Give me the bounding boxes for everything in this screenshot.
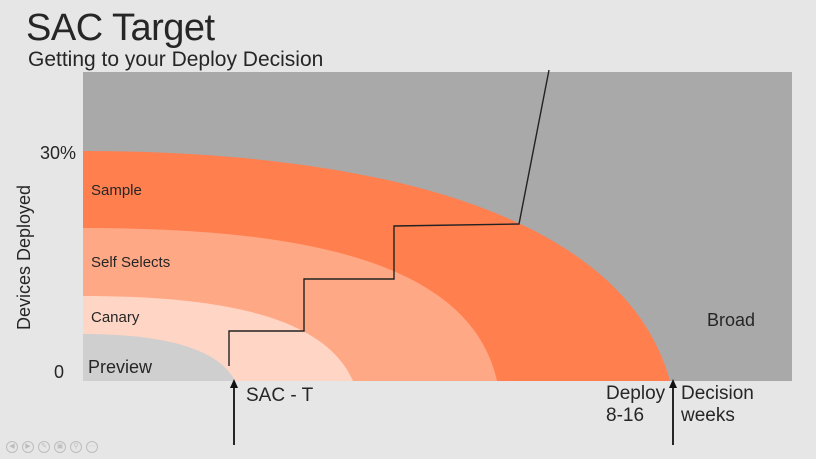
sac-t-label: SAC - T bbox=[246, 385, 314, 406]
deploy-label-line1: Deploy bbox=[606, 383, 666, 404]
zoom-icon[interactable]: ⚲ bbox=[70, 441, 82, 453]
deploy-step-line bbox=[228, 69, 550, 366]
y-axis-label: Devices Deployed bbox=[14, 184, 34, 330]
deploy-label: Deploy 8-16 bbox=[606, 383, 665, 427]
deploy-label-line2: 8-16 bbox=[606, 405, 645, 426]
slides-icon[interactable]: ▣ bbox=[54, 441, 66, 453]
sac-t-arrowhead bbox=[230, 379, 238, 388]
canary-label: Canary bbox=[91, 309, 140, 326]
preview-label: Preview bbox=[88, 357, 153, 377]
more-icon[interactable]: ⋯ bbox=[86, 441, 98, 453]
pen-icon[interactable]: ✎ bbox=[38, 441, 50, 453]
prev-icon[interactable]: ◀ bbox=[6, 441, 18, 453]
self-selects-label: Self Selects bbox=[91, 254, 170, 271]
preview-ring bbox=[83, 334, 235, 381]
decision-weeks-label: Decision weeks bbox=[681, 383, 754, 427]
next-icon[interactable]: ▶ bbox=[22, 441, 34, 453]
decision-label-line1: Decision bbox=[681, 383, 754, 404]
y-tick-30-percent: 30% bbox=[40, 143, 77, 163]
broad-label: Broad bbox=[707, 310, 755, 330]
slideshow-nav-bar: ◀ ▶ ✎ ▣ ⚲ ⋯ bbox=[6, 441, 98, 453]
decision-arrowhead bbox=[669, 379, 677, 388]
slide-subtitle: Getting to your Deploy Decision bbox=[28, 48, 324, 71]
y-tick-zero: 0 bbox=[54, 362, 65, 382]
sample-label: Sample bbox=[91, 182, 142, 199]
decision-label-line2: weeks bbox=[681, 405, 735, 426]
slide-title: SAC Target bbox=[26, 7, 215, 49]
